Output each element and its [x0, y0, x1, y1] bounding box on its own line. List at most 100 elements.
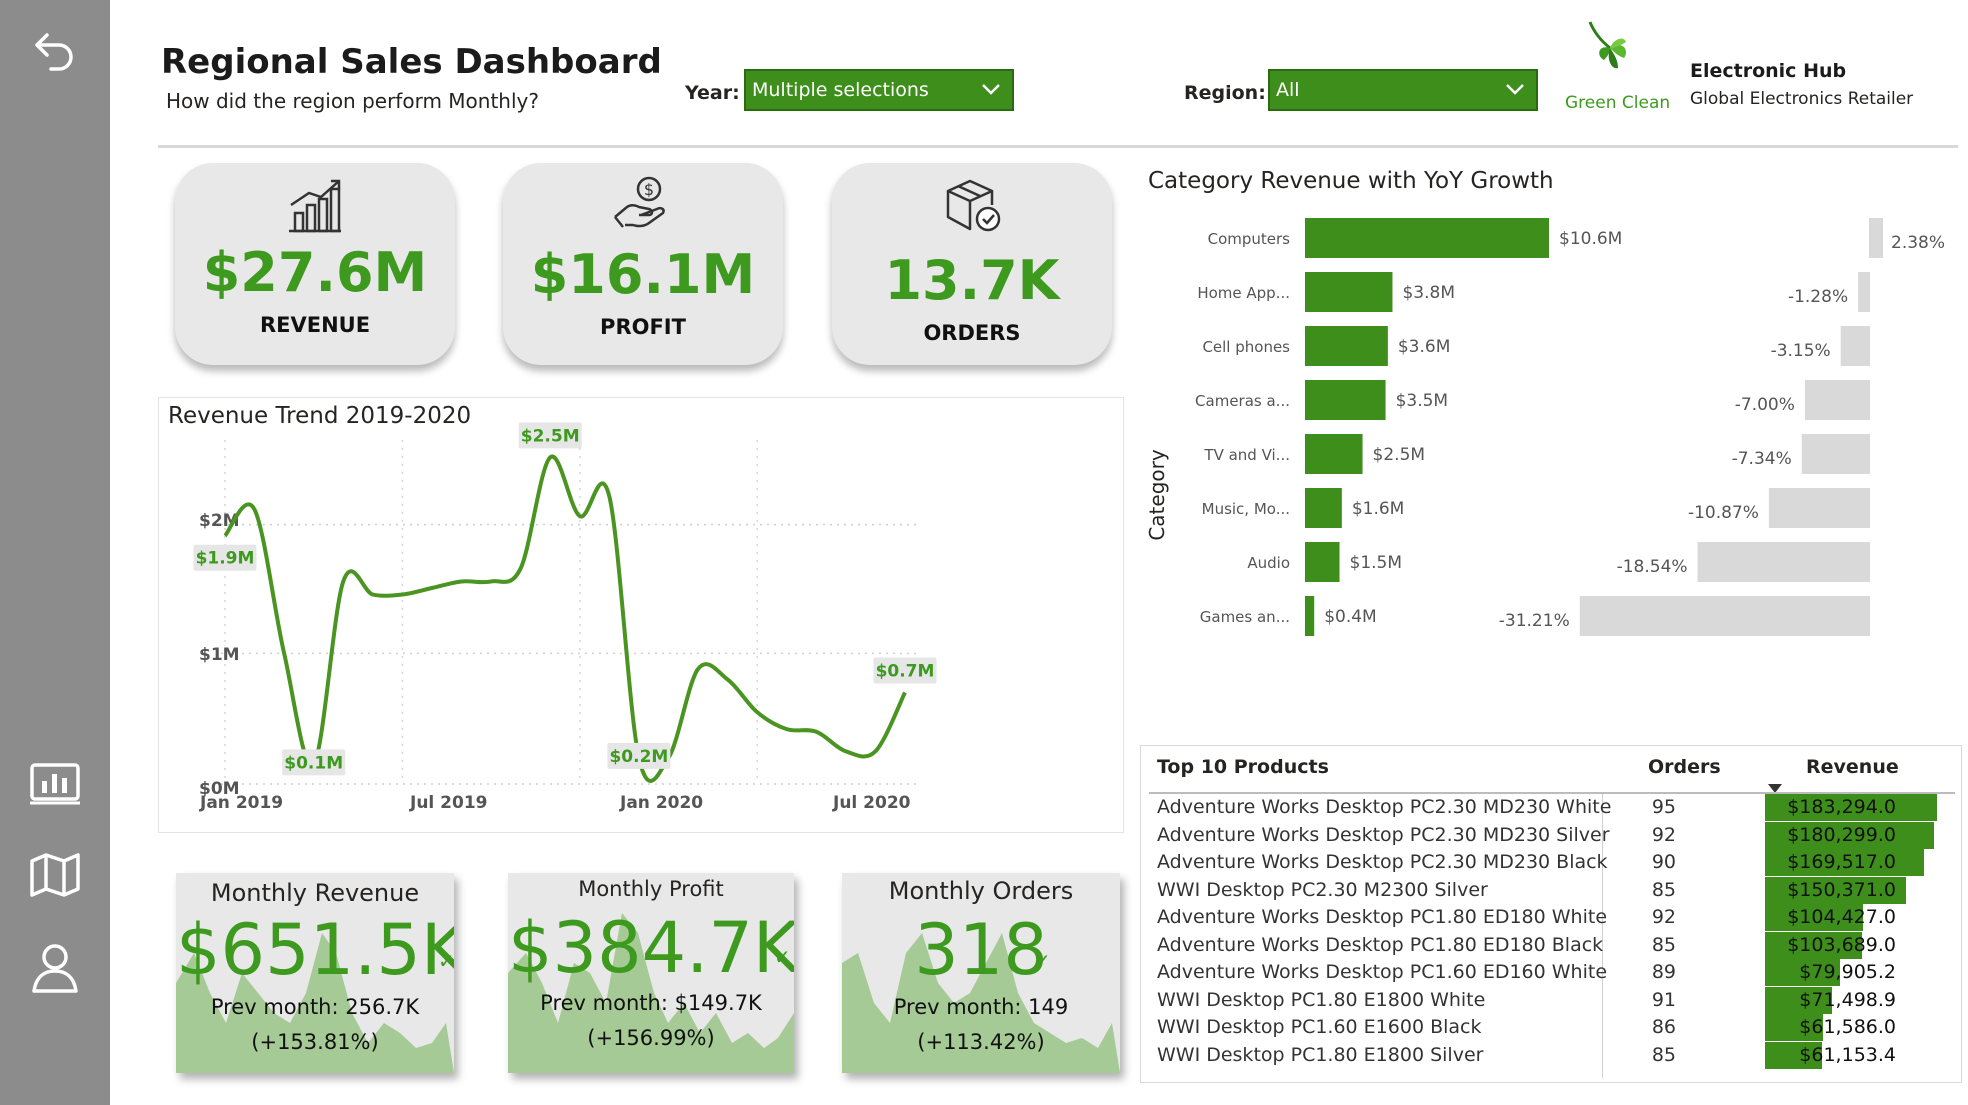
yoy-growth-label: -18.54% — [1617, 557, 1688, 577]
category-value-label: $1.6M — [1352, 499, 1405, 519]
data-label: $0.2M — [607, 742, 671, 769]
report-icon[interactable] — [22, 752, 88, 818]
kpi-value: $16.1M — [530, 243, 756, 306]
revenue-trend-title: Revenue Trend 2019-2020 — [168, 403, 472, 429]
yoy-growth-label: -7.34% — [1732, 449, 1792, 469]
header-divider — [158, 145, 1958, 148]
table-row[interactable]: Adventure Works Desktop PC1.80 ED180 Bla… — [1141, 931, 1963, 959]
user-icon[interactable] — [22, 934, 88, 1000]
chevron-down-icon — [980, 78, 1002, 105]
yoy-growth-label: -1.28% — [1788, 287, 1848, 307]
product-revenue: $180,299.0 — [1787, 823, 1896, 846]
revenue-databar — [1765, 821, 1935, 849]
category-revenue-bar — [1305, 218, 1549, 258]
kpi-label: REVENUE — [259, 313, 371, 337]
table-row[interactable]: Adventure Works Desktop PC1.60 ED160 Whi… — [1141, 959, 1963, 986]
data-label: $2.5M — [518, 422, 582, 449]
product-revenue: $71,498.9 — [1799, 988, 1896, 1011]
check-icon: ✓ — [774, 945, 791, 969]
yoy-growth-bar — [1804, 380, 1870, 420]
hand-coin-icon: $ — [503, 173, 783, 237]
yoy-growth-bar — [1697, 542, 1870, 582]
data-label: $1.9M — [193, 544, 257, 571]
data-label-bg — [518, 422, 582, 449]
check-icon: ✓ — [1034, 949, 1051, 973]
category-tick-label: Cell phones — [1202, 338, 1290, 356]
product-name: Adventure Works Desktop PC1.80 ED180 Bla… — [1157, 933, 1604, 956]
growth-chart-icon — [175, 173, 455, 237]
yoy-growth-bar — [1768, 488, 1870, 528]
category-axis-label: Category — [1145, 449, 1169, 541]
data-label-text: $1.9M — [196, 549, 255, 569]
kpi-label: ORDERS — [923, 321, 1021, 345]
revenue-databar — [1765, 794, 1937, 821]
category-value-label: $1.5M — [1350, 553, 1403, 573]
yoy-growth-label: 2.38% — [1891, 233, 1945, 253]
x-tick-label: Jul 2020 — [832, 793, 911, 813]
data-label: $0.1M — [282, 749, 346, 776]
product-name: Adventure Works Desktop PC2.30 MD230 Bla… — [1157, 851, 1608, 873]
product-revenue: $103,689.0 — [1787, 933, 1896, 956]
sort-desc-icon[interactable] — [1767, 779, 1783, 798]
product-revenue: $183,294.0 — [1787, 796, 1896, 818]
column-header-revenue[interactable]: Revenue — [1806, 756, 1899, 778]
region-filter-label: Region: — [1184, 82, 1266, 104]
revenue-series-line — [223, 454, 907, 783]
kpi-value: $27.6M — [202, 241, 428, 304]
product-orders: 86 — [1651, 1016, 1676, 1038]
product-orders: 95 — [1651, 796, 1676, 818]
product-revenue: $79,905.2 — [1799, 961, 1896, 983]
table-row[interactable]: Adventure Works Desktop PC2.30 MD230 Whi… — [1141, 794, 1963, 821]
kpi-card-profit: $ $16.1M PROFIT — [503, 163, 783, 365]
revenue-databar — [1765, 959, 1840, 986]
brand-name: Electronic Hub — [1690, 60, 1847, 82]
map-icon[interactable] — [22, 842, 88, 908]
monthly-revenue-sparkline — [176, 933, 454, 1073]
monthly-card-value: 318 — [914, 909, 1048, 991]
data-label-bg — [873, 657, 937, 684]
revenue-databar — [1765, 1014, 1823, 1041]
year-slicer-value: Multiple selections — [752, 79, 929, 101]
table-row[interactable]: WWI Desktop PC1.80 E1800 Silver 85 $61,153… — [1141, 1041, 1963, 1069]
monthly-revenue-card: Monthly Revenue $651.5K ✓ Prev month: 25… — [176, 873, 454, 1073]
region-slicer[interactable]: All — [1268, 69, 1538, 111]
kpi-label: PROFIT — [600, 315, 686, 339]
product-name: WWI Desktop PC1.80 E1800 White — [1157, 988, 1486, 1011]
yoy-growth-bar — [1840, 326, 1870, 366]
table-row[interactable]: WWI Desktop PC1.80 E1800 White 91 $71,498.… — [1141, 986, 1963, 1014]
table-row[interactable]: WWI Desktop PC1.60 E1600 Black 86 $61,586.… — [1141, 1014, 1963, 1041]
category-tick-label: Cameras a... — [1195, 392, 1290, 410]
yoy-growth-label: -3.15% — [1771, 341, 1831, 361]
table-row[interactable]: WWI Desktop PC2.30 M2300 Silver 85 $150,37… — [1141, 876, 1963, 904]
revenue-databar — [1765, 986, 1833, 1014]
monthly-orders-sparkline — [842, 933, 1120, 1073]
table-row[interactable]: Adventure Works Desktop PC2.30 MD230 Bla… — [1141, 849, 1963, 876]
category-tick-label: Games an... — [1200, 608, 1290, 626]
monthly-card-title: Monthly Orders — [888, 877, 1074, 905]
product-revenue: $104,427.0 — [1787, 906, 1896, 928]
x-tick-label: Jan 2020 — [619, 793, 703, 813]
column-header-orders[interactable]: Orders — [1648, 756, 1721, 778]
table-row[interactable]: Adventure Works Desktop PC2.30 MD230 Sil… — [1141, 821, 1963, 849]
product-orders: 91 — [1651, 988, 1676, 1011]
product-name: WWI Desktop PC2.30 M2300 Silver — [1157, 878, 1488, 901]
product-revenue: $61,153.4 — [1799, 1043, 1896, 1066]
back-arrow-icon[interactable] — [22, 18, 88, 84]
yoy-growth-bar — [1579, 596, 1870, 636]
category-revenue-chart: Category Computers $10.6M 2.38% Home App...… — [1145, 218, 1945, 636]
table-header-divider — [1149, 792, 1955, 794]
year-slicer[interactable]: Multiple selections — [744, 69, 1014, 111]
monthly-card-change: (+153.81%) — [251, 1030, 379, 1054]
table-title: Top 10 Products — [1157, 756, 1329, 778]
product-orders: 90 — [1651, 851, 1676, 873]
revenue-databar — [1765, 931, 1863, 959]
product-orders: 85 — [1651, 1043, 1676, 1066]
table-row[interactable]: Adventure Works Desktop PC1.80 ED180 Whi… — [1141, 904, 1963, 931]
data-label: $0.7M — [873, 657, 937, 684]
monthly-card-title: Monthly Profit — [578, 877, 724, 901]
category-revenue-bar — [1305, 596, 1315, 636]
category-revenue-bar — [1305, 434, 1363, 474]
data-label-text: $0.2M — [609, 747, 668, 767]
category-revenue-bar — [1305, 380, 1386, 420]
